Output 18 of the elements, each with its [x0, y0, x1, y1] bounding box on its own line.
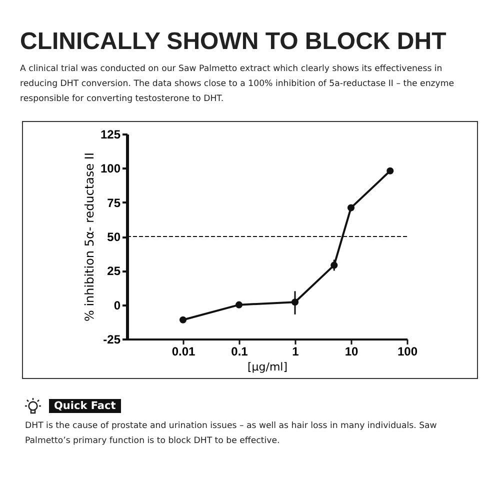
x-tick-label: 0.1 [231, 344, 248, 358]
x-axis-title: [µg/ml] [247, 360, 288, 374]
y-tick-label: 0 [114, 298, 121, 312]
x-tick-label: 0.01 [172, 344, 196, 358]
x-tick-label: 100 [397, 344, 418, 358]
y-tick-label: 125 [100, 128, 121, 142]
y-tick-label: 100 [100, 162, 121, 176]
y-axis-title: % inhibition 5α- reductase II [82, 152, 96, 322]
y-tick-label: -25 [103, 332, 121, 346]
text: Quick Fact [49, 399, 121, 413]
y-tick-label: 75 [107, 196, 121, 210]
chart-subtitle: A clinical trial was conducted on our Saw Palmetto extract which clearly shows its effectiveness in reducing DHT conversion. The data shows close to a 100% inhibition of 5a-reductase II – the enzyme responsible for converting testosterone to DHT. [20, 63, 456, 106]
chart-title: CLINICALLY SHOWN TO BLOCK DHT [20, 28, 448, 56]
y-tick-label: 25 [107, 264, 121, 278]
text: DHT is the cause of prostate and urination issues – as well as hair loss in many individuals. Saw Palmetto’s primary function is to block DHT to be effective. [25, 420, 438, 448]
x-tick-label: 10 [344, 344, 358, 358]
x-tick-label: 1 [292, 344, 300, 358]
y-tick-label: 50 [107, 230, 121, 244]
